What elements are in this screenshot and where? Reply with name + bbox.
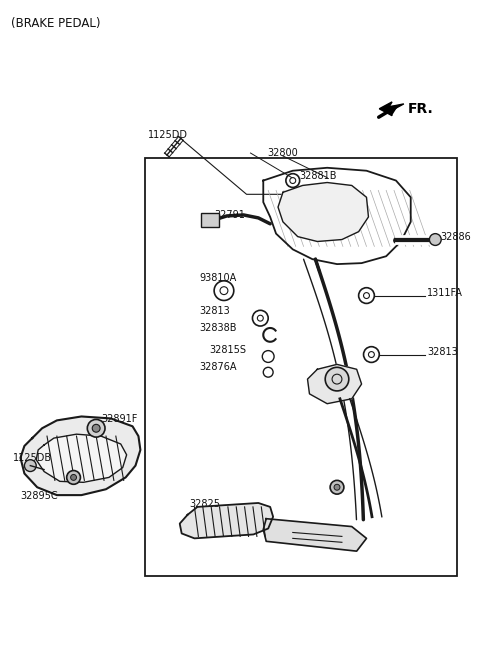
- Circle shape: [430, 234, 441, 245]
- Text: 32876A: 32876A: [199, 362, 237, 373]
- Text: 32895C: 32895C: [21, 491, 58, 501]
- Text: 32891F: 32891F: [101, 413, 137, 424]
- Circle shape: [325, 367, 349, 391]
- Circle shape: [87, 419, 105, 437]
- Text: 32881B: 32881B: [300, 171, 337, 180]
- Text: 32815S: 32815S: [209, 344, 246, 355]
- Polygon shape: [180, 503, 273, 539]
- Text: 32886: 32886: [440, 232, 471, 241]
- Polygon shape: [263, 519, 367, 551]
- Text: 32791: 32791: [214, 210, 245, 220]
- Text: 1125DB: 1125DB: [12, 453, 52, 463]
- Polygon shape: [278, 182, 369, 241]
- Text: 32813: 32813: [199, 306, 230, 316]
- Circle shape: [67, 470, 81, 484]
- Text: (BRAKE PEDAL): (BRAKE PEDAL): [11, 17, 100, 30]
- Text: FR.: FR.: [408, 102, 433, 116]
- Text: 32813: 32813: [427, 346, 458, 357]
- Polygon shape: [36, 434, 127, 482]
- Text: 93810A: 93810A: [199, 273, 237, 283]
- Text: 32838B: 32838B: [199, 323, 237, 333]
- Bar: [201, 213, 219, 227]
- Text: 1125DD: 1125DD: [148, 131, 188, 140]
- Circle shape: [71, 474, 76, 480]
- Circle shape: [92, 424, 100, 432]
- Polygon shape: [21, 417, 140, 495]
- Circle shape: [334, 484, 340, 490]
- Polygon shape: [379, 102, 404, 115]
- Polygon shape: [308, 364, 361, 403]
- Circle shape: [24, 460, 36, 472]
- Text: 1311FA: 1311FA: [427, 288, 463, 298]
- Bar: [145, 158, 457, 576]
- Text: 32800: 32800: [267, 148, 298, 158]
- Text: 32825: 32825: [190, 499, 220, 509]
- Circle shape: [330, 480, 344, 494]
